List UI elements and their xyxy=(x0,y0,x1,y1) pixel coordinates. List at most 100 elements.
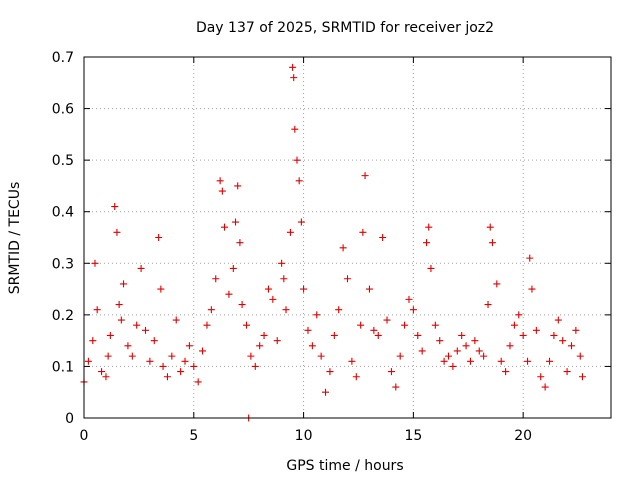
data-point xyxy=(502,368,510,376)
data-point xyxy=(172,316,180,324)
x-tick-label: 0 xyxy=(80,428,89,444)
x-axis-label: GPS time / hours xyxy=(286,458,403,474)
data-point xyxy=(177,368,185,376)
data-point xyxy=(524,357,532,365)
data-point xyxy=(445,352,453,360)
data-point xyxy=(475,347,483,355)
data-point xyxy=(111,203,119,211)
data-point xyxy=(493,280,501,288)
data-point xyxy=(297,218,305,226)
data-point xyxy=(168,352,176,360)
data-point xyxy=(322,388,330,396)
x-tick-label: 5 xyxy=(189,428,198,444)
data-point xyxy=(84,357,92,365)
data-point xyxy=(488,239,496,247)
data-point xyxy=(256,342,264,350)
x-tick-label: 15 xyxy=(404,428,422,444)
data-point xyxy=(93,306,101,314)
data-point xyxy=(357,321,365,329)
data-point xyxy=(269,295,277,303)
data-point xyxy=(104,352,112,360)
data-point xyxy=(137,264,145,272)
data-point xyxy=(289,63,297,71)
data-point xyxy=(414,331,422,339)
x-tick-label: 10 xyxy=(295,428,313,444)
data-point xyxy=(286,228,294,236)
data-point xyxy=(102,373,110,381)
y-tick-label: 0.6 xyxy=(52,102,74,118)
data-point xyxy=(578,373,586,381)
data-point xyxy=(115,301,123,309)
data-point xyxy=(409,306,417,314)
data-point xyxy=(293,156,301,164)
data-point xyxy=(335,306,343,314)
data-point xyxy=(387,368,395,376)
data-point xyxy=(120,280,128,288)
data-point xyxy=(225,290,233,298)
data-point xyxy=(295,177,303,185)
data-point xyxy=(203,321,211,329)
data-point xyxy=(280,275,288,283)
data-point xyxy=(212,275,220,283)
data-point xyxy=(519,331,527,339)
data-point xyxy=(370,326,378,334)
data-point xyxy=(146,357,154,365)
data-point xyxy=(466,357,474,365)
axis-ticks: 0 0.1 0.2 0.3 0.4 0.5 0.6 0.7 0 5 10 15 20 xyxy=(52,50,611,444)
data-point xyxy=(559,337,567,345)
data-point xyxy=(528,285,536,293)
data-point xyxy=(423,239,431,247)
data-point xyxy=(352,373,360,381)
data-point xyxy=(359,228,367,236)
x-tick-label: 20 xyxy=(514,428,532,444)
data-point xyxy=(567,342,575,350)
y-tick-label: 0.3 xyxy=(52,256,74,272)
y-tick-label: 0.5 xyxy=(52,153,74,169)
data-point xyxy=(141,326,149,334)
data-point xyxy=(247,352,255,360)
data-point xyxy=(304,326,312,334)
data-point xyxy=(242,321,250,329)
data-point xyxy=(572,326,580,334)
data-point xyxy=(425,223,433,231)
data-point xyxy=(251,362,259,370)
data-point xyxy=(344,275,351,283)
data-point xyxy=(218,187,226,195)
data-point xyxy=(260,331,268,339)
data-point xyxy=(238,301,246,309)
data-point xyxy=(199,347,207,355)
data-point xyxy=(207,306,215,314)
data-point xyxy=(348,357,356,365)
data-point xyxy=(133,321,141,329)
data-point xyxy=(317,352,325,360)
data-point xyxy=(453,347,461,355)
data-point xyxy=(554,316,562,324)
data-point xyxy=(484,301,492,309)
data-point xyxy=(128,352,136,360)
data-point xyxy=(365,285,373,293)
data-point xyxy=(379,234,387,241)
data-point xyxy=(278,259,286,267)
plot-frame xyxy=(83,56,612,419)
data-point xyxy=(541,383,549,391)
data-point xyxy=(150,337,158,345)
data-point xyxy=(532,326,540,334)
data-point xyxy=(308,342,316,350)
y-tick-label: 0.2 xyxy=(52,308,74,324)
grid-lines xyxy=(84,57,611,418)
data-point xyxy=(113,228,121,236)
data-point xyxy=(339,244,347,252)
data-point xyxy=(431,321,439,329)
data-point xyxy=(190,362,198,370)
data-point xyxy=(383,316,391,324)
data-point xyxy=(576,352,584,360)
data-point xyxy=(216,177,224,185)
data-point xyxy=(106,331,114,339)
data-point xyxy=(124,342,132,350)
data-point xyxy=(392,383,400,391)
data-point xyxy=(232,218,240,226)
data-point xyxy=(396,352,404,360)
data-point xyxy=(117,316,125,324)
y-tick-label: 0.1 xyxy=(52,359,74,375)
